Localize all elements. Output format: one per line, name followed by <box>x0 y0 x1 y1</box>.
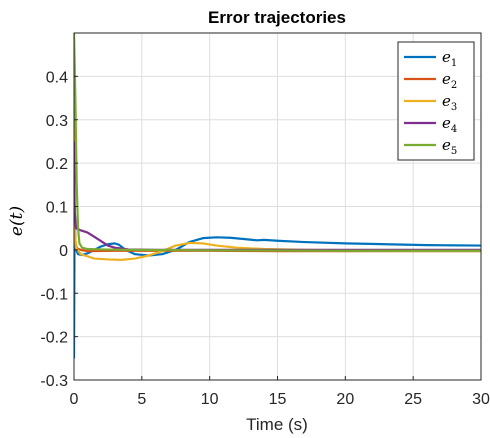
plot-lines <box>74 33 481 359</box>
y-tick-label: -0.3 <box>40 373 68 390</box>
y-axis-label: e(t) <box>7 206 27 236</box>
x-tick-label: 30 <box>472 391 490 408</box>
series-line-e5 <box>74 33 481 252</box>
legend-label-e2: e2 <box>442 70 457 91</box>
legend-label-e4: e4 <box>442 114 457 135</box>
legend-label-e5: e5 <box>442 136 457 157</box>
y-tick-label: -0.2 <box>40 330 68 347</box>
y-tick-label: 0.3 <box>46 113 68 130</box>
series-line-e1 <box>74 205 481 359</box>
y-tick-label: 0 <box>59 243 68 260</box>
y-tick-label: 0.2 <box>46 156 68 173</box>
chart-title: Error trajectories <box>208 8 346 27</box>
x-tick-label: 5 <box>137 391 146 408</box>
x-tick-label: 10 <box>201 391 219 408</box>
x-axis-ticks: 0 5 10 15 20 25 30 <box>70 376 490 408</box>
x-axis-label: Time (s) <box>246 415 308 434</box>
x-tick-label: 0 <box>70 391 79 408</box>
legend-label-e3: e3 <box>442 92 457 113</box>
x-tick-label: 15 <box>269 391 287 408</box>
y-tick-label: -0.1 <box>40 286 68 303</box>
y-tick-label: 0.1 <box>46 200 68 217</box>
y-axis-ticks: -0.3 -0.2 -0.1 0 0.1 0.2 0.3 0.4 <box>40 69 78 390</box>
legend-label-e1: e1 <box>442 48 457 69</box>
y-tick-label: 0.4 <box>46 69 68 86</box>
x-tick-label: 25 <box>404 391 422 408</box>
x-tick-label: 20 <box>336 391 354 408</box>
